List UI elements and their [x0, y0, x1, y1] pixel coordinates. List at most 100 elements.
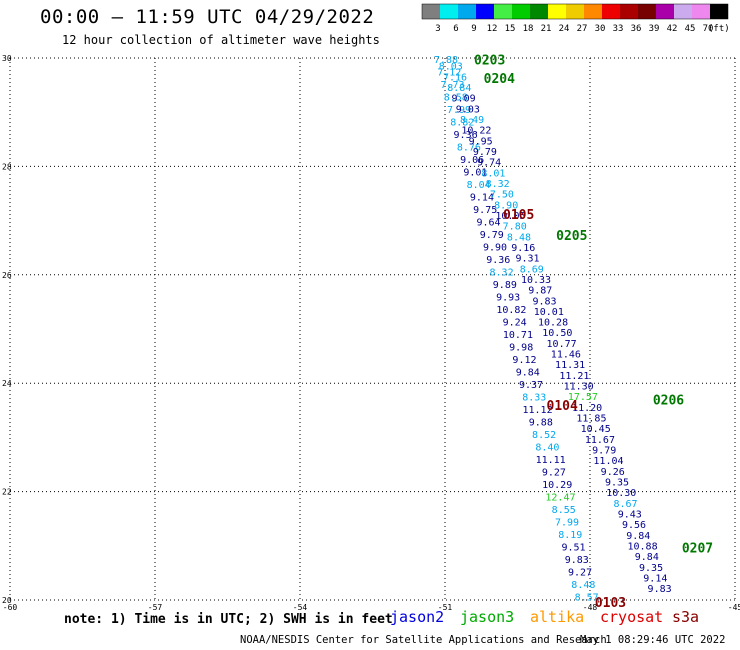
wave-height-point: 11.21 — [559, 371, 589, 382]
wave-height-point: 9.84 — [635, 552, 659, 563]
wave-height-point: 9.35 — [605, 478, 629, 489]
wave-height-point: 9.09 — [452, 94, 476, 105]
wave-height-point: 9.14 — [643, 573, 667, 584]
legend-swatch — [476, 4, 494, 19]
legend-label: 27 — [577, 24, 588, 34]
grid-lines — [9, 57, 736, 601]
wave-height-point: 8.33 — [522, 392, 546, 403]
wave-height-point: 12.47 — [545, 492, 575, 503]
wave-height-point: 10.88 — [628, 542, 658, 553]
wave-height-point: 9.27 — [542, 467, 566, 478]
legend-swatch — [548, 4, 566, 19]
y-tick-label: 20 — [2, 596, 12, 605]
wave-height-point: 9.79 — [480, 230, 504, 241]
axis-ticks: -60 -57 -54 -51 -48 -45 20 22 24 26 28 30 — [2, 54, 740, 612]
pass-label: 0207 — [682, 541, 713, 556]
legend-swatch — [656, 4, 674, 19]
wave-height-point: 8.04 — [467, 180, 491, 191]
wave-height-point: 11.67 — [585, 435, 615, 446]
wave-height-point: 9.83 — [565, 555, 589, 566]
pass-label: 0104 — [547, 399, 578, 414]
wave-height-point: 8.32 — [490, 268, 514, 279]
wave-height-point: 7.80 — [503, 222, 527, 233]
wave-height-point: 8.90 — [494, 200, 518, 211]
wave-height-point: 8.76 — [457, 143, 481, 154]
wave-height-point: 9.24 — [503, 317, 527, 328]
legend-swatch — [620, 4, 638, 19]
wave-height-point: 9.31 — [515, 254, 539, 265]
wave-height-point: 10.45 — [581, 424, 611, 435]
legend-frame — [421, 3, 729, 20]
pass-label: 0204 — [484, 72, 515, 87]
y-tick-label: 30 — [2, 54, 12, 63]
legend-swatch — [422, 4, 440, 19]
legend-label: 21 — [541, 24, 552, 34]
legend-unit: (ft) — [708, 24, 730, 34]
wave-height-point: 9.90 — [483, 243, 507, 254]
wave-height-point: 10.28 — [538, 318, 568, 329]
wave-height-point: 9.51 — [561, 542, 585, 553]
legend-label: 24 — [559, 24, 570, 34]
pass-label: 0206 — [653, 393, 684, 408]
x-tick-label: -51 — [438, 603, 453, 612]
wave-height-point: 9.79 — [592, 446, 616, 457]
wave-height-point: 9.36 — [454, 130, 478, 141]
wave-height-point: 8.52 — [532, 430, 556, 441]
wave-height-point: 11.11 — [536, 455, 566, 466]
chart-title: 00:00 — 11:59 UTC 04/29/2022 — [40, 6, 375, 28]
pass-label: 0203 — [474, 54, 505, 69]
legend-label: 15 — [505, 24, 516, 34]
wave-height-point: 11.20 — [572, 403, 602, 414]
x-tick-label: -54 — [293, 603, 308, 612]
y-tick-label: 28 — [2, 162, 12, 171]
wave-height-point: 8.69 — [520, 264, 544, 275]
legend-swatch — [692, 4, 710, 19]
legend-swatch — [458, 4, 476, 19]
wave-height-point: 7.99 — [447, 105, 471, 116]
wave-height-point: 11.46 — [551, 350, 581, 361]
legend-swatch — [602, 4, 620, 19]
wave-height-point: 9.74 — [477, 158, 501, 169]
wave-height-point: 9.03 — [456, 104, 480, 115]
wave-height-point: 7.99 — [555, 517, 579, 528]
wave-height-point: 10.71 — [503, 330, 533, 341]
footer-note: note: 1) Time is in UTC; 2) SWH is in fe… — [64, 612, 393, 627]
wave-height-point: 9.27 — [568, 567, 592, 578]
wave-height-point: 8.67 — [613, 499, 637, 510]
wave-height-point: 7.50 — [490, 190, 514, 201]
wave-height-point: 10.22 — [461, 126, 491, 137]
wave-height-point: 9.79 — [473, 147, 497, 158]
legend-label: 39 — [649, 24, 660, 34]
wave-height-point: 9.16 — [511, 243, 535, 254]
legend-label: 18 — [523, 24, 534, 34]
satellite-jason2: jason2 — [390, 608, 445, 626]
wave-height-point: 7.16 — [443, 72, 467, 83]
wave-height-point: 11.85 — [576, 414, 606, 425]
wave-height-point: 11.31 — [555, 360, 585, 371]
wave-height-point: 11.30 — [564, 382, 594, 393]
legend-label: 9 — [471, 24, 476, 34]
wave-height-point: 9.64 — [476, 218, 500, 229]
pass-label: 0205 — [556, 229, 587, 244]
wave-height-point: 8.84 — [447, 83, 471, 94]
wave-height-point: 9.84 — [626, 531, 650, 542]
data-points: 7.887.127.738.587.998.829.368.769.069.01… — [434, 55, 672, 603]
wave-height-point: 10.01 — [534, 307, 564, 318]
wave-height-point: 11.12 — [522, 405, 552, 416]
legend-label: 36 — [631, 24, 642, 34]
wave-height-point: 10.50 — [542, 328, 572, 339]
y-tick-label: 26 — [2, 271, 12, 280]
wave-height-point: 8.48 — [507, 232, 531, 243]
wave-height-point: 8.32 — [486, 179, 510, 190]
wave-height-point: 9.83 — [648, 584, 672, 595]
legend-label: 45 — [685, 24, 696, 34]
wave-height-point: 9.35 — [639, 563, 663, 574]
wave-height-point: 9.93 — [496, 293, 520, 304]
wave-height-point: 10.82 — [496, 305, 526, 316]
satellite-s3a: s3a — [672, 608, 700, 626]
wave-height-point: 10.77 — [547, 339, 577, 350]
wave-height-point: 8.48 — [571, 580, 595, 591]
legend-label: 70 — [703, 24, 714, 34]
legend-swatch — [638, 4, 656, 19]
satellite-altika: altika — [530, 608, 585, 626]
